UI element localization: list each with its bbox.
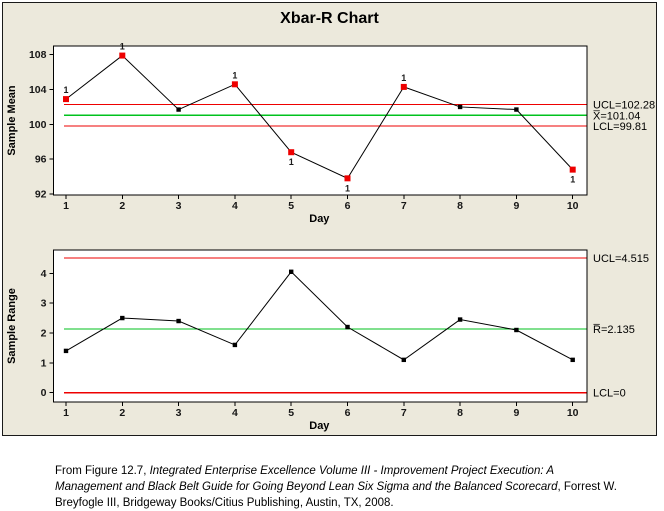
r-chart-data-point-day-3 — [176, 318, 181, 324]
r-chart-y-tick-label: 0 — [41, 387, 47, 399]
r-chart-data-line — [65, 271, 573, 361]
r-chart-data-point-day-1 — [63, 348, 69, 354]
xbar-chart-data-point-day-4 — [231, 81, 238, 88]
r-chart-x-tick-label: 3 — [176, 407, 182, 419]
r-chart-x-tick-label: 6 — [345, 407, 351, 419]
xbar-chart-data-point-day-2 — [119, 52, 126, 59]
r-chart-x-tick-label: 9 — [513, 407, 519, 419]
xbar-chart-y-axis-title: Sample Mean — [6, 85, 18, 156]
r-chart-plot-area — [53, 250, 587, 402]
xbar-chart-ooc-flag-day-7: 1 — [401, 73, 406, 83]
r-chart-data-point-day-10 — [570, 357, 575, 363]
xbar-chart-y-tick-label: 108 — [29, 49, 47, 61]
xbar-chart-lcl-label: LCL=99.81 — [593, 121, 647, 133]
chart-title: Xbar-R Chart — [280, 10, 379, 27]
xbar-chart-data-point-day-1 — [63, 96, 69, 103]
xbar-chart-x-tick-label: 10 — [567, 200, 579, 212]
xbar-chart-x-axis-title: Day — [309, 213, 330, 225]
xbar-chart-data-point-day-7 — [400, 83, 407, 90]
xbar-chart-ooc-flag-day-4: 1 — [232, 70, 237, 80]
r-chart-x-tick-label: 2 — [119, 407, 125, 419]
figure-caption: From Figure 12.7, Integrated Enterprise … — [55, 463, 618, 511]
xbar-chart-x-tick-label: 3 — [176, 200, 182, 212]
caption-suffix: , Forrest W. Breyfogle III, Bridgeway Bo… — [55, 481, 617, 509]
xbar-chart-ooc-flag-day-6: 1 — [345, 183, 350, 193]
xbar-chart-x-tick-label: 7 — [401, 200, 407, 212]
r-chart-x-tick-label: 10 — [567, 407, 579, 419]
r-chart-x-axis-title: Day — [309, 420, 330, 432]
xbar-chart-plot-area — [53, 46, 587, 195]
xbar-chart-ucl-label: UCL=102.28 — [593, 100, 655, 112]
xbar-chart-x-tick-label: 5 — [288, 200, 294, 212]
xbar-chart-ooc-flag-day-1: 1 — [63, 85, 68, 95]
xbar-chart-y-tick-label: 100 — [29, 119, 47, 131]
caption-book-title: Integrated Enterprise Excellence Volume … — [55, 465, 558, 493]
r-chart-data-point-day-5 — [289, 269, 294, 274]
xbar-chart-ooc-flag-day-2: 1 — [120, 42, 125, 52]
xbar-chart-data-point-day-5 — [288, 149, 295, 156]
r-chart-data-point-day-7 — [401, 357, 406, 363]
xbar-chart-y-tick-label: 92 — [35, 188, 47, 200]
r-chart-x-tick-label: 1 — [63, 407, 69, 419]
xbar-chart-x-tick-label: 6 — [345, 200, 351, 212]
xbar-chart-ooc-flag-day-5: 1 — [289, 157, 294, 167]
xbar-chart-x-tick-label: 9 — [513, 200, 519, 212]
xbar-chart-x-tick-label: 8 — [457, 200, 463, 212]
xbar-chart-y-tick-label: 104 — [29, 84, 47, 96]
r-chart-data-point-day-6 — [345, 324, 350, 330]
r-chart-x-tick-label: 5 — [288, 407, 294, 419]
r-chart-ucl-label: UCL=4.515 — [593, 253, 649, 265]
r-chart-data-point-day-4 — [232, 342, 238, 348]
r-chart-center-label: R̅=2.135 — [593, 324, 635, 336]
r-chart-y-tick-label: 1 — [41, 357, 47, 369]
r-chart-x-tick-label: 7 — [401, 407, 407, 419]
xbar-chart-data-point-day-9 — [514, 107, 519, 112]
xbar-chart-data-line — [65, 54, 574, 179]
r-chart-lcl-label: LCL=0 — [593, 388, 626, 400]
r-chart-x-tick-label: 8 — [457, 407, 463, 419]
r-chart-data-point-day-9 — [514, 327, 519, 333]
xbar-chart-x-tick-label: 1 — [63, 200, 69, 212]
xbar-chart-y-tick-label: 96 — [35, 154, 47, 166]
r-chart-y-axis-title: Sample Range — [6, 288, 18, 364]
r-chart-data-point-day-8 — [457, 317, 463, 322]
xbar-chart-data-point-day-10 — [569, 166, 576, 173]
r-chart-x-tick-label: 4 — [232, 407, 238, 419]
xbar-chart-x-tick-label: 4 — [232, 200, 238, 212]
xbar-chart-x-tick-label: 2 — [119, 200, 125, 212]
xbar-chart-data-point-day-8 — [457, 104, 463, 110]
r-chart-data-point-day-2 — [120, 315, 125, 321]
r-chart-y-tick-label: 2 — [41, 327, 47, 339]
r-chart-y-tick-label: 4 — [41, 268, 47, 280]
xbar-chart-center-label: X̅=101.04 — [593, 110, 641, 122]
r-chart-plot-border — [53, 249, 588, 403]
caption-prefix: From Figure 12.7, — [55, 465, 150, 477]
xbar-chart-plot-border — [53, 45, 588, 196]
xbar-chart-data-point-day-3 — [176, 107, 181, 112]
r-chart-y-tick-label: 3 — [41, 298, 47, 310]
xbar-chart-ooc-flag-day-10: 1 — [570, 175, 575, 185]
xbar-chart-data-point-day-6 — [344, 175, 351, 182]
